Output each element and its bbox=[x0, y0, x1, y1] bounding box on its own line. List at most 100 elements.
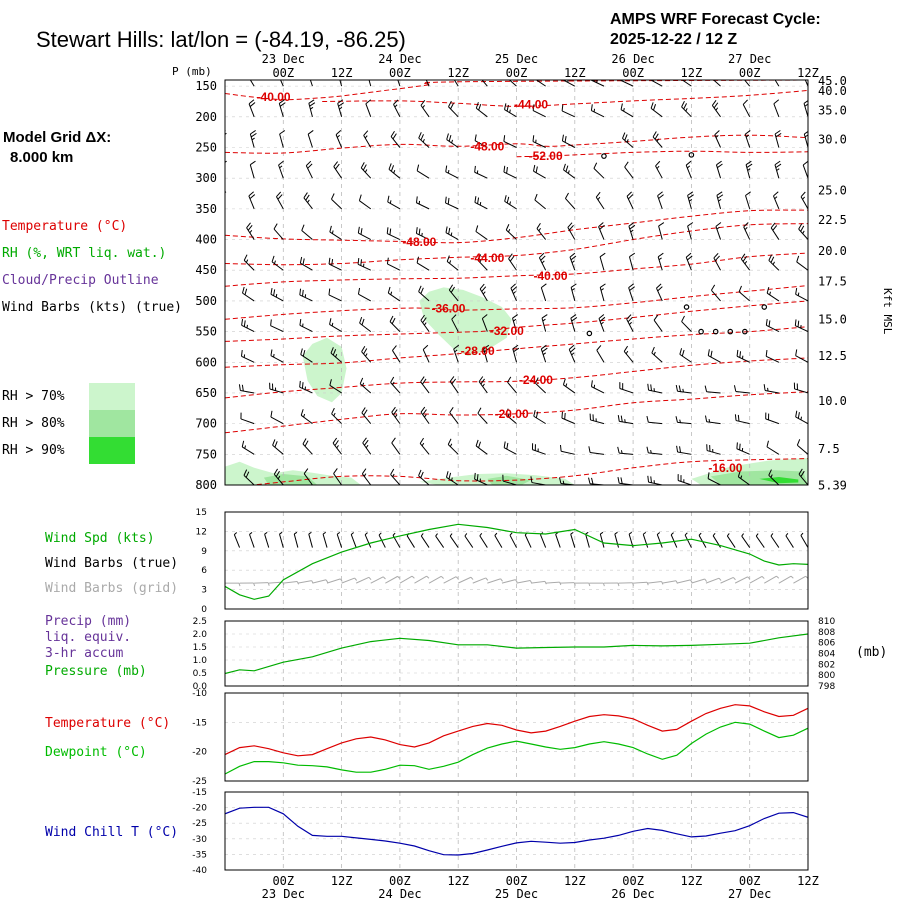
grid-wind-barb bbox=[501, 579, 518, 584]
barb-flag bbox=[797, 412, 800, 419]
barb-half bbox=[567, 80, 569, 83]
barb-flag bbox=[712, 73, 715, 79]
barb-flag bbox=[329, 379, 332, 386]
barb-flag bbox=[505, 224, 510, 231]
panel-y-tick: 2.0 bbox=[193, 630, 208, 640]
barb-flag bbox=[246, 222, 251, 229]
barb-staff bbox=[508, 258, 517, 271]
wind-barb bbox=[540, 344, 548, 363]
barb-flag bbox=[478, 70, 481, 75]
barb-staff bbox=[449, 381, 459, 394]
legend-rh80: RH > 80% bbox=[2, 416, 65, 431]
barb-flag bbox=[308, 69, 313, 73]
wind-barb bbox=[626, 191, 634, 210]
barb-half bbox=[804, 104, 808, 107]
wind-barb bbox=[420, 376, 430, 394]
barb-flag bbox=[736, 349, 739, 357]
barb-staff bbox=[225, 176, 226, 179]
barb-staff bbox=[505, 229, 517, 240]
surface-wind-barb bbox=[350, 532, 357, 548]
grid-wind-barb bbox=[414, 575, 430, 584]
barb-flag bbox=[510, 283, 516, 289]
barb-staff bbox=[370, 576, 384, 584]
barb-flag bbox=[534, 193, 538, 201]
series-line-dewpoint bbox=[225, 721, 808, 775]
barb-flag bbox=[270, 319, 272, 326]
calm-wind-marker bbox=[712, 328, 719, 335]
wind-barb bbox=[390, 131, 401, 148]
height-tick: 7.5 bbox=[818, 442, 840, 456]
barb-staff bbox=[736, 448, 750, 455]
wind-barb bbox=[763, 384, 779, 394]
barb-staff bbox=[391, 411, 401, 424]
wind-barb bbox=[361, 468, 372, 485]
rh-region-70 bbox=[419, 287, 512, 357]
wind-barb bbox=[445, 226, 459, 240]
legend-wind-speed: Wind Spd (kts) bbox=[45, 531, 155, 546]
barb-staff bbox=[570, 318, 576, 332]
barb-staff bbox=[681, 106, 692, 118]
barb-half bbox=[562, 480, 565, 484]
barb-half bbox=[785, 533, 789, 537]
barb-staff bbox=[420, 411, 430, 424]
barb-flag bbox=[564, 136, 567, 143]
contour-label: -44.00 bbox=[470, 251, 504, 265]
grid-wind-barb bbox=[560, 582, 576, 586]
barb-staff bbox=[264, 534, 270, 548]
barb-flag bbox=[308, 99, 315, 104]
barb-staff bbox=[538, 257, 547, 271]
wind-barb bbox=[271, 255, 284, 271]
barb-staff bbox=[503, 171, 517, 179]
wind-barb bbox=[675, 416, 692, 425]
barb-flag bbox=[710, 71, 713, 77]
barb-staff bbox=[561, 417, 575, 425]
wind-barb bbox=[590, 380, 605, 394]
wind-barb bbox=[595, 191, 605, 210]
barb-half bbox=[362, 382, 365, 386]
legend-wind-barbs-grid: Wind Barbs (grid) bbox=[45, 581, 178, 596]
barb-staff bbox=[658, 225, 663, 240]
barb-half bbox=[620, 450, 623, 454]
wind-barb bbox=[570, 314, 578, 332]
barb-half bbox=[507, 413, 510, 417]
barb-flag bbox=[506, 104, 509, 112]
barb-flag bbox=[415, 196, 418, 203]
barb-staff bbox=[560, 582, 575, 584]
wind-barb bbox=[418, 469, 430, 485]
barb-flag bbox=[683, 103, 688, 110]
day-label-top: 23 Dec bbox=[262, 52, 305, 66]
barb-half bbox=[797, 292, 800, 296]
wind-barb bbox=[774, 130, 782, 148]
barb-half bbox=[307, 199, 310, 203]
wind-barb bbox=[569, 252, 577, 271]
barb-flag bbox=[272, 439, 276, 446]
barb-staff bbox=[533, 415, 546, 425]
barb-staff bbox=[350, 534, 357, 548]
temperature-contour bbox=[225, 252, 808, 287]
barb-flag bbox=[768, 254, 773, 261]
barb-flag bbox=[627, 316, 633, 323]
barb-half bbox=[542, 352, 547, 356]
barb-half bbox=[393, 170, 396, 174]
barb-staff bbox=[535, 382, 546, 394]
barb-staff bbox=[418, 137, 430, 148]
barb-flag bbox=[765, 319, 768, 326]
time-tick-bottom: 00Z bbox=[506, 874, 528, 888]
wind-barb bbox=[391, 437, 401, 455]
barb-staff bbox=[225, 115, 226, 117]
barb-flag bbox=[420, 471, 424, 478]
wind-barb bbox=[508, 80, 517, 87]
barb-half bbox=[464, 533, 468, 537]
barb-half bbox=[500, 578, 503, 582]
wind-barb bbox=[800, 191, 808, 210]
wind-barb bbox=[333, 468, 343, 485]
wind-barb bbox=[531, 443, 546, 455]
wind-barb bbox=[704, 385, 721, 394]
wind-barb bbox=[734, 414, 750, 425]
barb-flag bbox=[679, 446, 682, 453]
wind-barb bbox=[598, 222, 605, 240]
calm-wind-marker bbox=[761, 304, 768, 310]
barb-flag bbox=[713, 252, 719, 259]
barb-staff bbox=[713, 257, 721, 271]
wind-barb bbox=[803, 99, 808, 117]
